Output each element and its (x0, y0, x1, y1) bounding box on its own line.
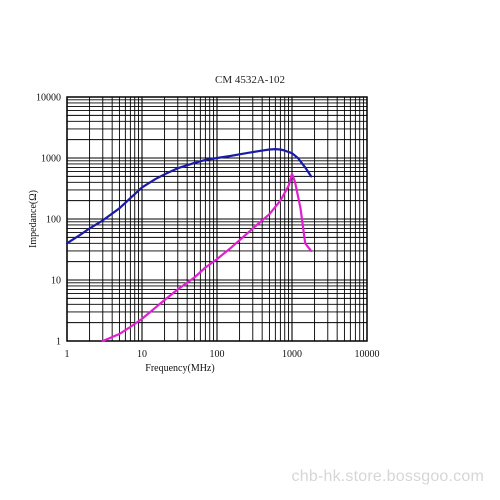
x-tick-label: 10 (137, 349, 147, 360)
y-tick-label: 10 (51, 276, 61, 287)
x-tick-label: 10000 (355, 349, 380, 360)
y-tick-label: 100 (46, 215, 61, 226)
series-layer (65, 148, 313, 343)
series-line-1 (65, 148, 313, 245)
y-axis-label: Impedance(Ω) (28, 190, 39, 248)
y-tick-label: 1 (56, 337, 61, 348)
x-axis-label: Frequency(MHz) (145, 363, 214, 374)
x-tick-label: 100 (210, 349, 225, 360)
watermark: chb-hk.store.bossgoo.com (291, 468, 484, 485)
x-tick-labels: 1 10 100 1000 10000 (65, 349, 380, 360)
series-line-2 (101, 172, 313, 343)
plot-frame (66, 96, 368, 342)
x-tick-label: 1 (65, 349, 70, 360)
grid (66, 97, 367, 342)
y-tick-label: 10000 (36, 93, 61, 104)
x-tick-label: 1000 (282, 349, 302, 360)
y-tick-label: 1000 (41, 154, 61, 165)
y-tick-labels: 1 10 100 1000 10000 (36, 93, 61, 348)
chart-title: CM 4532A-102 (215, 74, 285, 86)
